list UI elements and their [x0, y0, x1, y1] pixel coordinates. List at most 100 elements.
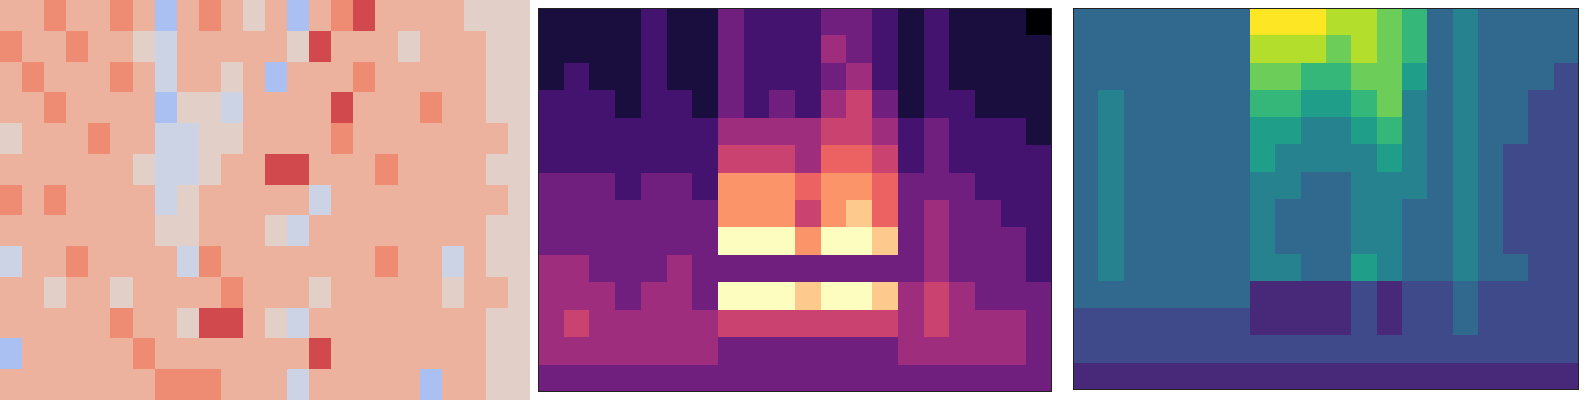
cell [795, 282, 821, 310]
cell [353, 185, 376, 216]
cell [243, 277, 266, 308]
cell [155, 277, 178, 308]
cell [1149, 226, 1175, 254]
cell [199, 31, 222, 62]
cell [821, 145, 847, 173]
cell [744, 310, 770, 338]
cell [1026, 282, 1052, 310]
cell [331, 62, 354, 93]
cell [615, 282, 641, 310]
cell [898, 255, 924, 283]
cell [243, 92, 266, 123]
cell [420, 92, 443, 123]
cell [1478, 63, 1504, 91]
cell [872, 173, 898, 201]
cell [22, 123, 45, 154]
cell [1001, 35, 1027, 63]
cell [133, 154, 156, 185]
cell [538, 200, 564, 228]
cell [1453, 35, 1479, 63]
cell [199, 369, 222, 400]
cell [1026, 310, 1052, 338]
cell [1377, 308, 1403, 336]
cell [464, 185, 487, 216]
cell [1427, 308, 1453, 336]
cell [1351, 254, 1377, 282]
cell [1301, 172, 1327, 200]
cell [1453, 254, 1479, 282]
cell [1174, 363, 1200, 390]
cell [1124, 281, 1150, 309]
cell [1001, 145, 1027, 173]
cell [1528, 172, 1554, 200]
cell [1200, 8, 1226, 36]
cell [615, 310, 641, 338]
cell [1453, 63, 1479, 91]
cell [1073, 63, 1099, 91]
cell [177, 92, 200, 123]
cell [1301, 281, 1327, 309]
cell [508, 277, 530, 308]
cell [0, 277, 23, 308]
cell [1528, 335, 1554, 363]
cell [589, 90, 615, 118]
cell [1427, 172, 1453, 200]
cell [1174, 308, 1200, 336]
cell [331, 246, 354, 277]
cell [508, 369, 530, 400]
cell [0, 246, 23, 277]
cell [1351, 226, 1377, 254]
cell [1427, 363, 1453, 390]
cell [1225, 281, 1251, 309]
cell [589, 337, 615, 365]
cell [1124, 172, 1150, 200]
cell [846, 365, 872, 392]
cell [667, 227, 693, 255]
cell [615, 35, 641, 63]
cell [1200, 172, 1226, 200]
cell [309, 154, 332, 185]
cell [615, 365, 641, 392]
cell [718, 8, 744, 36]
cell [442, 92, 465, 123]
cell [1528, 90, 1554, 118]
cell [0, 369, 23, 400]
cell [155, 0, 178, 31]
cell [1402, 363, 1428, 390]
cell [718, 227, 744, 255]
heatmap-viridis [1073, 8, 1579, 390]
cell [1351, 199, 1377, 227]
cell [744, 173, 770, 201]
cell [821, 282, 847, 310]
cell [1174, 90, 1200, 118]
cell [1326, 144, 1352, 172]
cell [1026, 337, 1052, 365]
cell [898, 145, 924, 173]
cell [1326, 117, 1352, 145]
cell [615, 145, 641, 173]
cell [846, 282, 872, 310]
cell [589, 145, 615, 173]
cell [1554, 144, 1579, 172]
cell [155, 338, 178, 369]
cell [265, 277, 288, 308]
cell [975, 282, 1001, 310]
cell [1026, 118, 1052, 146]
cell [1351, 308, 1377, 336]
cell [464, 154, 487, 185]
cell [486, 185, 509, 216]
cell [795, 173, 821, 201]
cell [309, 215, 332, 246]
cell [88, 185, 111, 216]
cell [1098, 308, 1124, 336]
cell [1326, 90, 1352, 118]
cell [1402, 63, 1428, 91]
cell [44, 369, 67, 400]
cell [1478, 8, 1504, 36]
cell [872, 337, 898, 365]
cell [769, 173, 795, 201]
cell [44, 308, 67, 339]
cell [1377, 335, 1403, 363]
cell [1554, 172, 1579, 200]
cell [1124, 8, 1150, 36]
